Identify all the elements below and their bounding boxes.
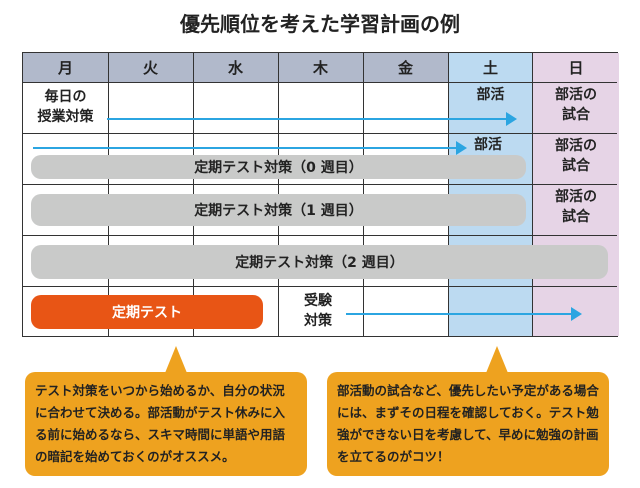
day-thu: 木 [312, 59, 328, 77]
label-line: 対策 [304, 313, 332, 329]
callout-right: 部活動の試合など、優先したい予定がある場合には、まずその日程を確認しておく。テス… [327, 372, 609, 476]
club-label: 部活 [474, 137, 502, 153]
label-line: 試合 [562, 107, 590, 123]
club-match-label: 部活の 試合 [533, 85, 619, 125]
entrance-exam-prep-label: 受験 対策 [288, 291, 348, 331]
callout-pointer [486, 346, 508, 373]
day-sat: 土 [482, 59, 498, 77]
day-wed: 水 [227, 59, 243, 77]
daily-class-prep-label: 毎日の 授業対策 [23, 87, 108, 127]
day-mon: 月 [57, 59, 73, 77]
label-line: 試合 [562, 209, 590, 225]
sunday-column [533, 53, 619, 336]
arrow [33, 141, 467, 155]
schedule-table: 月 火 水 木 金 土 日 毎日の 授業対策 部活 部活の 試合 部活 部活の 試合… [22, 52, 619, 337]
day-tue: 火 [142, 59, 158, 77]
club-match-label: 部活の 試合 [533, 136, 619, 176]
label-line: 受験 [304, 293, 332, 309]
page-title: 優先順位を考えた学習計画の例 [180, 12, 460, 36]
club-match-label: 部活の 試合 [533, 187, 619, 227]
weekday-header [23, 53, 449, 83]
arrow [346, 307, 582, 321]
arrow [107, 112, 517, 126]
club-label: 部活 [476, 87, 505, 103]
test-prep-week2-bar: 定期テスト対策（2 週目） [31, 245, 608, 279]
label-line: 部活の [555, 189, 597, 205]
label-line: 部活の [555, 138, 597, 154]
test-prep-week1-bar: 定期テスト対策（1 週目） [31, 194, 526, 226]
label-line: 授業対策 [37, 109, 94, 125]
callout-pointer [165, 346, 187, 373]
label-line: 部活の [555, 87, 597, 103]
day-sun: 日 [568, 59, 584, 77]
test-prep-week0-bar: 定期テスト対策（0 週目） [31, 155, 526, 179]
label-line: 毎日の [44, 89, 87, 105]
label-line: 試合 [562, 158, 590, 174]
exam-bar: 定期テスト [31, 295, 263, 329]
callout-left: テスト対策をいつから始めるか、自分の状況に合わせて決める。部活動がテスト休みに入… [25, 372, 307, 476]
day-fri: 金 [397, 59, 413, 77]
